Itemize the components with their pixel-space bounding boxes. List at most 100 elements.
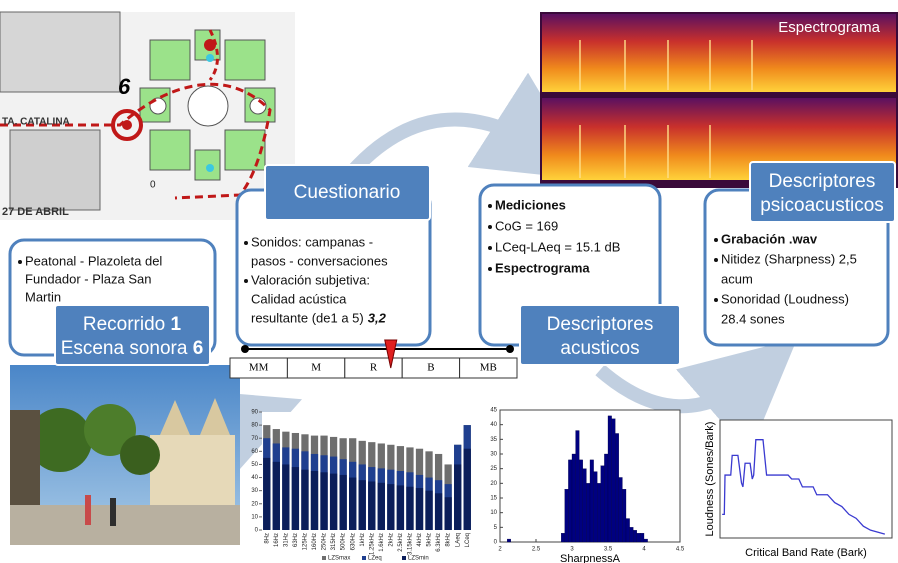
y-tick-label: 80 xyxy=(251,423,258,429)
x-tick-label: 315Hz xyxy=(331,533,337,550)
date-label: 27 DE ABRIL xyxy=(2,206,69,218)
histogram-bar xyxy=(640,533,644,542)
bar xyxy=(320,472,327,530)
histogram-bar xyxy=(579,460,583,542)
histogram-bar xyxy=(507,539,511,542)
legend-swatch xyxy=(362,556,366,560)
bar xyxy=(425,491,432,530)
y-tick-label: 0 xyxy=(494,540,498,546)
x-tick-label: 125Hz xyxy=(303,533,309,550)
histogram-bar xyxy=(630,527,634,542)
scene-marker: 6 xyxy=(118,74,131,99)
histogram-bar xyxy=(561,533,565,542)
bullet xyxy=(488,204,492,208)
bullet xyxy=(244,279,248,283)
x-tick-label: LCeq xyxy=(465,533,471,547)
bullet xyxy=(244,241,248,245)
x-tick-label: 2 xyxy=(498,547,502,553)
histogram-bar xyxy=(583,469,587,542)
bar xyxy=(397,485,404,530)
x-tick-label: 8Hz xyxy=(264,533,270,544)
y-tick-label: 35 xyxy=(490,437,497,443)
x-axis-label: Critical Band Rate (Bark) xyxy=(745,547,867,559)
bullet xyxy=(488,246,492,250)
x-tick-label: 2kHz xyxy=(388,533,394,547)
scale-label: B xyxy=(427,362,434,374)
x-tick-label: 31Hz xyxy=(283,533,289,547)
histogram-bar xyxy=(597,483,601,542)
histogram-bar xyxy=(612,419,616,542)
x-tick-label: 2.5 xyxy=(532,547,541,553)
list-line: Fundador - Plaza San xyxy=(25,271,151,286)
bullet xyxy=(488,267,492,271)
legend-label: LZSmin xyxy=(408,556,429,562)
scale-label: M xyxy=(311,362,321,374)
y-tick-label: 90 xyxy=(251,410,258,416)
histogram-bar xyxy=(565,489,569,542)
y-tick-label: 5 xyxy=(494,525,498,531)
x-tick-label: 63Hz xyxy=(293,533,299,547)
histogram-bar xyxy=(633,530,637,542)
bar xyxy=(340,475,347,530)
psico-title: Descriptores xyxy=(769,171,876,192)
histogram-bar xyxy=(644,539,648,542)
acusticos-title: acusticos xyxy=(560,338,639,359)
bullet xyxy=(714,298,718,302)
y-tick-label: 50 xyxy=(251,462,258,468)
bar xyxy=(273,462,280,530)
scale-label: 0 xyxy=(150,180,156,191)
bar xyxy=(282,464,289,530)
title-value: 1 xyxy=(171,314,182,335)
histogram-bar xyxy=(626,519,630,542)
bar xyxy=(301,470,308,530)
acusticos-title: Descriptores xyxy=(547,314,654,335)
legend-swatch xyxy=(322,556,326,560)
x-tick-label: 1.6kHz xyxy=(379,533,385,552)
recorrido-title: Escena sonora 6 xyxy=(61,338,204,359)
x-tick-label: 1kHz xyxy=(360,533,366,547)
histogram-bar xyxy=(615,433,619,542)
y-tick-label: 70 xyxy=(251,436,258,442)
list-line: Mediciones xyxy=(495,197,566,212)
x-tick-label: 4kHz xyxy=(417,533,423,547)
bullet xyxy=(488,225,492,229)
plot-frame xyxy=(720,420,892,538)
histogram-bar xyxy=(608,416,612,542)
recorrido-title: Recorrido 1 xyxy=(83,314,182,335)
list-line: Grabación .wav xyxy=(721,231,818,246)
histogram-bar xyxy=(590,460,594,542)
bar xyxy=(445,497,452,530)
legend-swatch xyxy=(402,556,406,560)
bar xyxy=(454,464,461,530)
list-line: Sonoridad (Loudness) xyxy=(721,291,849,306)
bar xyxy=(292,467,299,530)
bar xyxy=(387,484,394,530)
scale-label: MB xyxy=(480,362,497,374)
bar xyxy=(311,471,318,530)
title-text: Escena sonora xyxy=(61,338,188,359)
histogram-bar xyxy=(637,533,641,542)
page: 6 TA. CATALINA 27 DE ABRIL 0 Espectrogra… xyxy=(0,0,898,563)
y-tick-label: 0 xyxy=(255,528,259,534)
histogram-bar xyxy=(622,489,626,542)
y-tick-label: 15 xyxy=(490,496,497,502)
y-tick-label: 20 xyxy=(251,501,258,507)
x-tick-label: 8kHz xyxy=(446,533,452,547)
x-tick-label: 4.5 xyxy=(676,547,685,553)
x-tick-label: 5kHz xyxy=(427,533,433,547)
spectrogram-title: Espectrograma xyxy=(778,19,880,36)
bar xyxy=(416,488,423,530)
bar xyxy=(435,493,442,530)
list-line: resultante (de1 a 5) xyxy=(251,310,364,325)
rating-label: 3,2 xyxy=(368,310,387,325)
y-tick-label: 60 xyxy=(251,449,258,455)
title-value: 6 xyxy=(193,338,204,359)
histogram-bar xyxy=(594,472,598,542)
x-tick-label: 2.5kHz xyxy=(398,533,404,552)
list-line: Calidad acústica xyxy=(251,291,347,306)
x-tick-label: 250Hz xyxy=(322,533,328,550)
y-tick-label: 40 xyxy=(251,475,258,481)
x-axis-label: SharpnessA xyxy=(560,553,621,563)
street-photo xyxy=(10,365,240,545)
psico-title: psicoacusticos xyxy=(760,195,884,216)
